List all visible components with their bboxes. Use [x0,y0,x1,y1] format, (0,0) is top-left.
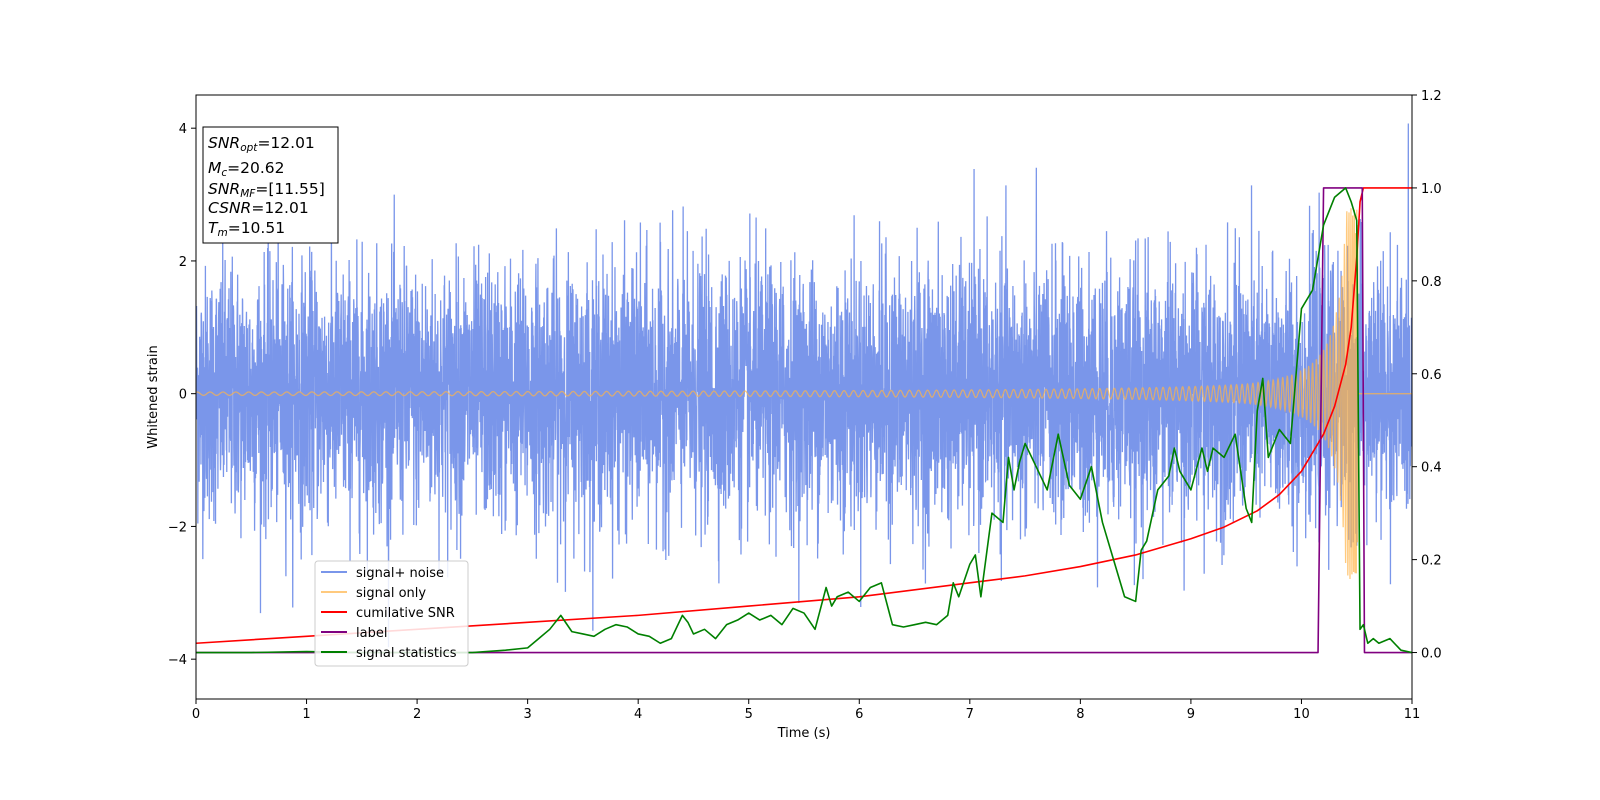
x-axis: 0 1 2 3 4 5 6 7 8 9 10 11 [192,699,1420,722]
info-csnr: CSNR=12.01 [208,199,309,217]
info-snr-mf: SNRMF=[11.55] [208,180,325,200]
x-tick-label: 7 [966,707,974,722]
y-right-tick-label: 0.8 [1421,275,1442,290]
y-right-tick-label: 1.2 [1421,89,1442,104]
x-tick-label: 11 [1404,707,1421,722]
y-right-tick-label: 0.2 [1421,554,1442,569]
plot-frame [195,94,1413,700]
x-tick-label: 9 [1187,707,1195,722]
x-tick-label: 1 [302,707,310,722]
series-label [196,187,1412,654]
x-tick-label: 2 [413,707,421,722]
y-right-tick-label: 0.6 [1421,368,1442,383]
legend-label-signal-noise: signal+ noise [356,566,444,581]
series-signal-only [196,208,1412,580]
info-box-frame [202,126,339,244]
y-left-tick-label: 0 [179,388,187,403]
info-box: SNRopt=12.01 Mc=20.62 SNRMF=[11.55] CSNR… [202,126,339,244]
y-right-tick-label: 0.0 [1421,647,1442,662]
x-axis-label: Time (s) [777,726,831,741]
series-cumulative-snr [196,187,1412,645]
plot-area [196,123,1412,654]
legend-frame [314,560,469,667]
info-mc: Mc=20.62 [208,159,285,179]
info-tm: Tm=10.51 [208,219,285,239]
y-axis-left: −4 −2 0 2 4 [168,122,196,668]
y-axis-label: Whitened strain [146,345,161,448]
y-left-tick-label: 2 [179,255,187,270]
x-tick-label: 10 [1293,707,1310,722]
legend-label-cumulative-snr: cumilative SNR [356,606,455,621]
x-tick-label: 8 [1076,707,1084,722]
x-tick-label: 4 [634,707,642,722]
y-left-tick-label: 4 [179,122,187,137]
y-left-tick-label: −4 [168,653,187,668]
y-axis-right: 0.0 0.2 0.4 0.6 0.8 1.0 1.2 [1412,89,1442,662]
series-signal-statistics [196,187,1412,654]
series-signal-noise [196,123,1412,648]
legend-label-signal-only: signal only [356,586,426,601]
info-snr-opt: SNRopt=12.01 [208,134,315,154]
x-tick-label: 3 [523,707,531,722]
legend-label-label: label [356,626,387,641]
x-tick-label: 0 [192,707,200,722]
y-right-tick-label: 0.4 [1421,461,1442,476]
legend-label-signal-statistics: signal statistics [356,646,457,661]
y-right-tick-label: 1.0 [1421,182,1442,197]
y-left-tick-label: −2 [168,520,187,535]
x-tick-label: 6 [855,707,863,722]
x-tick-label: 5 [745,707,753,722]
legend: signal+ noise signal only cumilative SNR… [314,560,469,667]
